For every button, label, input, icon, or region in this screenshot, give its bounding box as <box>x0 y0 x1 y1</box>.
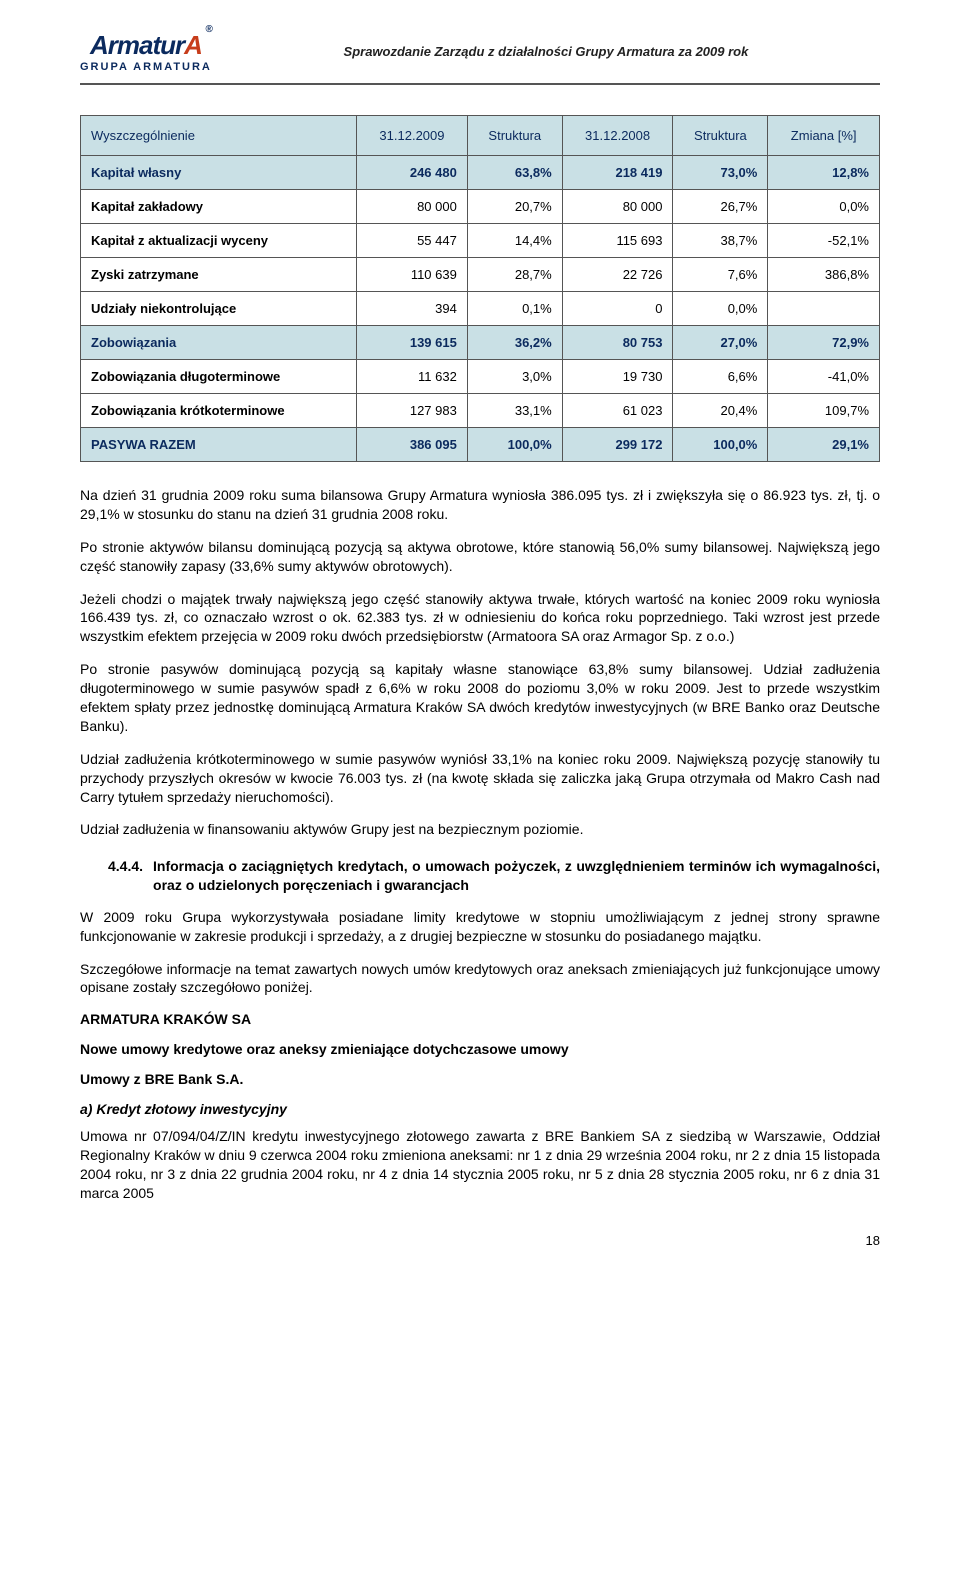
table-cell: 36,2% <box>467 326 562 360</box>
table-cell: 218 419 <box>562 156 673 190</box>
section-heading: 4.4.4. Informacja o zaciągniętych kredyt… <box>108 857 880 893</box>
table-header-cell: Struktura <box>467 116 562 156</box>
logo-main: ArmaturA® <box>90 30 202 61</box>
table-header-cell: Zmiana [%] <box>768 116 880 156</box>
table-cell: 20,7% <box>467 190 562 224</box>
logo: ArmaturA® GRUPA ARMATURA <box>80 30 212 73</box>
table-cell: 20,4% <box>673 394 768 428</box>
table-cell: Zobowiązania <box>81 326 357 360</box>
bank-heading: Umowy z BRE Bank S.A. <box>80 1071 880 1087</box>
table-row: Kapitał z aktualizacji wyceny55 44714,4%… <box>81 224 880 258</box>
table-cell: 386 095 <box>357 428 468 462</box>
table-cell: Zobowiązania długoterminowe <box>81 360 357 394</box>
body-paragraph: Po stronie pasywów dominującą pozycją są… <box>80 660 880 736</box>
table-cell: 139 615 <box>357 326 468 360</box>
table-cell: 19 730 <box>562 360 673 394</box>
table-cell: 11 632 <box>357 360 468 394</box>
body-paragraph: Po stronie aktywów bilansu dominującą po… <box>80 538 880 576</box>
table-header-cell: Wyszczególnienie <box>81 116 357 156</box>
table-row: Kapitał zakładowy80 00020,7%80 00026,7%0… <box>81 190 880 224</box>
subsection-heading: Nowe umowy kredytowe oraz aneksy zmienia… <box>80 1041 880 1057</box>
table-cell: 110 639 <box>357 258 468 292</box>
section-number: 4.4.4. <box>108 857 143 893</box>
table-cell: 38,7% <box>673 224 768 258</box>
body-paragraph: Jeżeli chodzi o majątek trwały największ… <box>80 590 880 647</box>
table-cell: 7,6% <box>673 258 768 292</box>
table-cell: 26,7% <box>673 190 768 224</box>
table-cell: 0 <box>562 292 673 326</box>
table-row: Zobowiązania krótkoterminowe127 98333,1%… <box>81 394 880 428</box>
body-paragraph: Udział zadłużenia w finansowaniu aktywów… <box>80 820 880 839</box>
table-header-cell: 31.12.2009 <box>357 116 468 156</box>
body-paragraph: Szczegółowe informacje na temat zawartyc… <box>80 960 880 998</box>
body-paragraph: W 2009 roku Grupa wykorzystywała posiada… <box>80 908 880 946</box>
table-cell: 55 447 <box>357 224 468 258</box>
table-cell: -52,1% <box>768 224 880 258</box>
table-row: Zobowiązania139 61536,2%80 75327,0%72,9% <box>81 326 880 360</box>
body-paragraph: Na dzień 31 grudnia 2009 roku suma bilan… <box>80 486 880 524</box>
table-cell: 73,0% <box>673 156 768 190</box>
table-cell: 80 000 <box>562 190 673 224</box>
table-row: Zyski zatrzymane110 63928,7%22 7267,6%38… <box>81 258 880 292</box>
table-cell: 22 726 <box>562 258 673 292</box>
table-body: Kapitał własny246 48063,8%218 41973,0%12… <box>81 156 880 462</box>
table-cell: 394 <box>357 292 468 326</box>
table-cell: 0,0% <box>673 292 768 326</box>
table-cell: 115 693 <box>562 224 673 258</box>
page-header: ArmaturA® GRUPA ARMATURA Sprawozdanie Za… <box>80 30 880 85</box>
body-paragraph: Udział zadłużenia krótkoterminowego w su… <box>80 750 880 807</box>
table-cell: Zobowiązania krótkoterminowe <box>81 394 357 428</box>
table-cell: -41,0% <box>768 360 880 394</box>
table-cell: 246 480 <box>357 156 468 190</box>
logo-text: Armatur <box>90 30 184 60</box>
table-cell: 61 023 <box>562 394 673 428</box>
company-heading: ARMATURA KRAKÓW SA <box>80 1011 880 1027</box>
table-cell: 100,0% <box>673 428 768 462</box>
table-cell: 72,9% <box>768 326 880 360</box>
table-cell: 109,7% <box>768 394 880 428</box>
table-cell: 12,8% <box>768 156 880 190</box>
table-cell: Kapitał zakładowy <box>81 190 357 224</box>
table-row: PASYWA RAZEM386 095100,0%299 172100,0%29… <box>81 428 880 462</box>
table-cell: Kapitał z aktualizacji wyceny <box>81 224 357 258</box>
table-cell: Zyski zatrzymane <box>81 258 357 292</box>
table-cell: 33,1% <box>467 394 562 428</box>
table-cell: 80 753 <box>562 326 673 360</box>
table-row: Zobowiązania długoterminowe11 6323,0%19 … <box>81 360 880 394</box>
financial-table: Wyszczególnienie31.12.2009Struktura31.12… <box>80 115 880 462</box>
page-number: 18 <box>80 1233 880 1248</box>
table-cell: 127 983 <box>357 394 468 428</box>
table-cell: 100,0% <box>467 428 562 462</box>
table-cell: Kapitał własny <box>81 156 357 190</box>
table-cell: 63,8% <box>467 156 562 190</box>
registered-icon: ® <box>206 24 212 35</box>
table-cell: 80 000 <box>357 190 468 224</box>
table-cell: 386,8% <box>768 258 880 292</box>
page-title: Sprawozdanie Zarządu z działalności Grup… <box>212 44 880 59</box>
logo-accent: A <box>184 30 202 60</box>
contract-heading: a) Kredyt złotowy inwestycyjny <box>80 1101 880 1117</box>
table-cell: 6,6% <box>673 360 768 394</box>
table-cell: 14,4% <box>467 224 562 258</box>
table-cell: Udziały niekontrolujące <box>81 292 357 326</box>
table-head: Wyszczególnienie31.12.2009Struktura31.12… <box>81 116 880 156</box>
table-cell: 299 172 <box>562 428 673 462</box>
table-cell <box>768 292 880 326</box>
table-header-cell: Struktura <box>673 116 768 156</box>
table-cell: 29,1% <box>768 428 880 462</box>
table-header-cell: 31.12.2008 <box>562 116 673 156</box>
table-cell: 28,7% <box>467 258 562 292</box>
body-paragraph: Umowa nr 07/094/04/Z/IN kredytu inwestyc… <box>80 1127 880 1203</box>
table-header-row: Wyszczególnienie31.12.2009Struktura31.12… <box>81 116 880 156</box>
table-cell: 0,1% <box>467 292 562 326</box>
table-cell: PASYWA RAZEM <box>81 428 357 462</box>
table-row: Udziały niekontrolujące3940,1%00,0% <box>81 292 880 326</box>
table-cell: 27,0% <box>673 326 768 360</box>
section-title: Informacja o zaciągniętych kredytach, o … <box>153 857 880 893</box>
logo-subtitle: GRUPA ARMATURA <box>80 61 212 73</box>
table-row: Kapitał własny246 48063,8%218 41973,0%12… <box>81 156 880 190</box>
table-cell: 0,0% <box>768 190 880 224</box>
table-cell: 3,0% <box>467 360 562 394</box>
